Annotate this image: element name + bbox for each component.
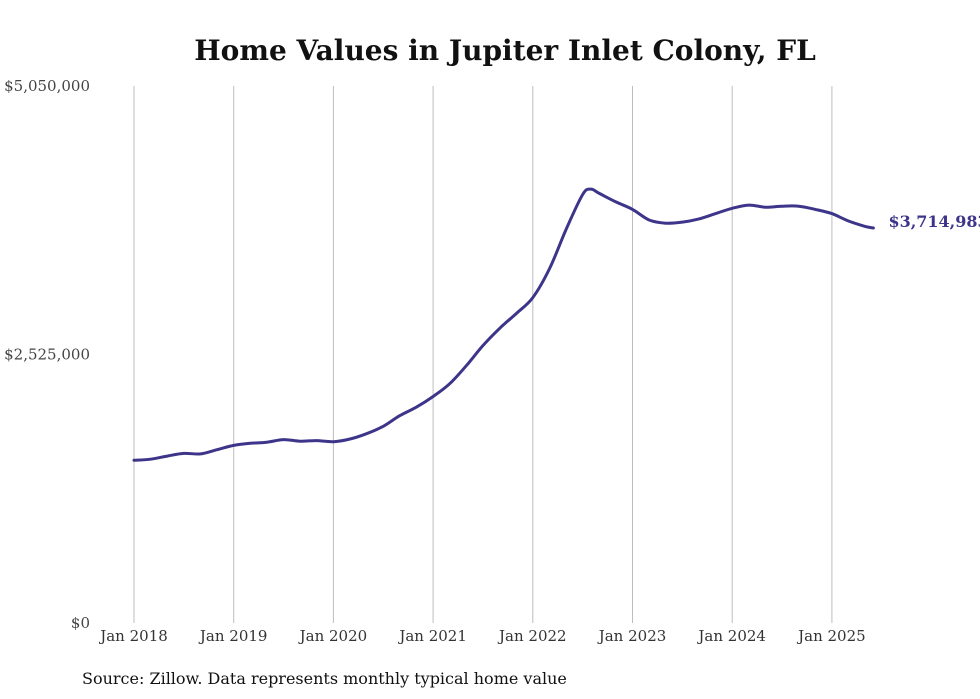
x-tick-label: Jan 2020 [298, 627, 368, 645]
series-line [132, 187, 875, 462]
x-tick-label: Jan 2023 [597, 627, 667, 645]
y-tick-label: $5,050,000 [4, 77, 90, 95]
y-tick-label: $2,525,000 [4, 346, 90, 364]
end-value-label: $3,714,983 [888, 212, 980, 231]
x-tick-label: Jan 2024 [696, 627, 766, 645]
x-tick-label: Jan 2022 [497, 627, 567, 645]
x-axis-ticks: Jan 2018 Jan 2019 Jan 2020 Jan 2021 Jan 2022… [98, 627, 865, 645]
x-tick-label: Jan 2025 [796, 627, 866, 645]
x-tick-label: Jan 2021 [397, 627, 467, 645]
chart-title: Home Values in Jupiter Inlet Colony, FL [194, 34, 816, 67]
x-gridlines [133, 86, 833, 623]
y-axis-ticks: $0 $2,525,000 $5,050,000 [4, 77, 90, 632]
source-note: Source: Zillow. Data represents monthly … [82, 669, 567, 688]
x-tick-label: Jan 2019 [198, 627, 268, 645]
x-tick-label: Jan 2018 [98, 627, 168, 645]
y-tick-label: $0 [71, 614, 90, 632]
